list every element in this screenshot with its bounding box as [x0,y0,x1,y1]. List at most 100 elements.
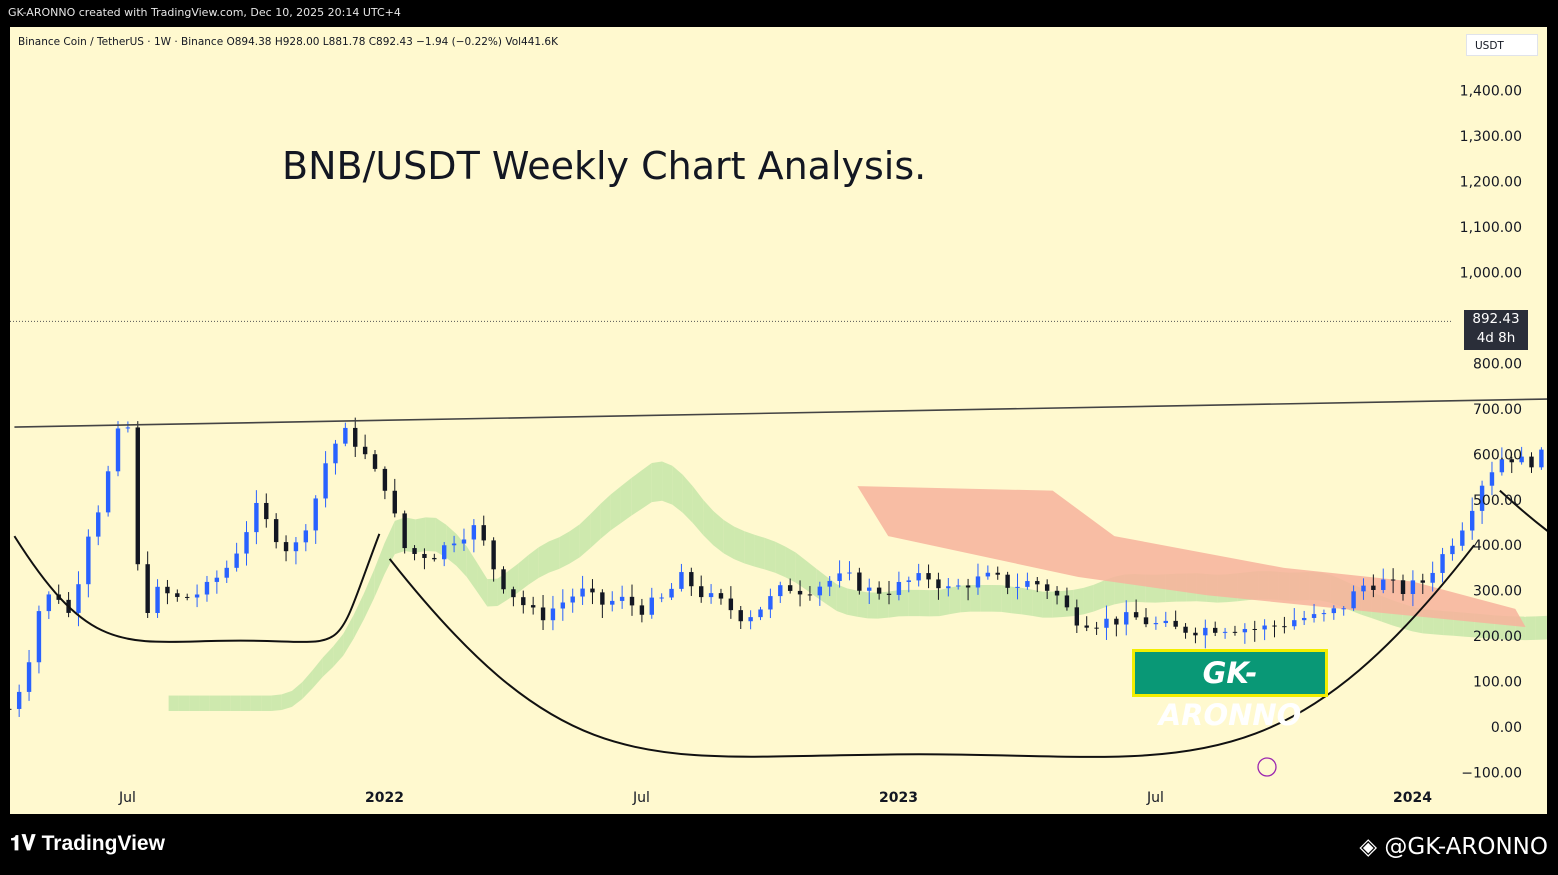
candle-body [985,572,991,577]
tradingview-logo-text: TradingView [41,832,165,855]
cloud-segment [559,531,570,569]
candle-body [343,427,348,444]
candle-body [481,525,486,541]
candle-body [1311,614,1317,618]
candle-body [530,605,536,608]
chart-pane[interactable]: $ $ 1,400.00 1,300.00 1,200.00 1,100.00 1,00… [10,27,1547,814]
cloud-segment [374,543,385,598]
cloud-segment [240,695,251,712]
candle-body [580,588,585,597]
candle-body [1074,607,1080,626]
candle-body [728,598,734,611]
candle-body [1301,617,1307,621]
candle-body [540,607,546,621]
candle-body [1005,574,1010,588]
cloud-segment [178,695,190,712]
cloud-segment [1104,576,1115,608]
candle-body [1410,580,1416,594]
candle-body [491,540,496,570]
candle-body [1133,612,1139,618]
candle-body [886,593,892,595]
y-tick-label: 1,200.00 [1460,175,1522,191]
cloud-segment [569,524,580,564]
candle-body [521,597,526,606]
cloud-segment [672,465,683,513]
candle-body [155,586,160,613]
cloud-segment [734,526,745,564]
candle-body [1351,591,1356,609]
cloud-segment [384,520,395,575]
cloud-segment [281,690,292,710]
cloud-segment [1535,615,1547,640]
candle-body [511,589,516,598]
candle-body [748,617,753,622]
tradingview-logo[interactable]: 𝟏𝐕 TradingView [10,832,165,856]
candle-body [204,581,210,595]
diamond-icon: ◈ [1359,834,1378,860]
candle-body [1015,586,1020,588]
candle-body [1044,584,1050,591]
cloud-segment [446,524,457,566]
cloud-segment [713,511,724,554]
candle-body [175,593,180,597]
candle-body [827,580,832,587]
cloud-segment [1001,585,1012,614]
cloud-segment [600,494,611,540]
cloud-segment [836,584,848,615]
currency-button[interactable]: USDT [1466,34,1538,56]
candle-body [1025,581,1030,587]
cloud-segment [847,588,858,617]
candle-body [412,548,417,554]
cloud-segment [230,695,241,712]
cloud-segment [590,504,601,549]
candle-body [125,427,131,429]
candle-body [1094,627,1099,629]
candle-body [689,572,694,587]
candle-body [26,662,32,692]
cup-2-arc [388,544,1475,758]
cloud-segment [692,486,704,536]
cloud-segment [1021,587,1033,616]
cloud-segment [579,514,591,558]
cloud-segment [302,670,313,700]
candle-body [382,468,388,491]
chart-canvas[interactable]: $ $ 1,400.00 1,300.00 1,200.00 1,100.00 1,00… [10,27,1547,814]
candle-body [807,594,813,596]
cloud-segment [425,517,436,552]
cloud-segment [291,682,303,707]
cloud-segment [970,584,981,612]
cloud-segment [908,589,920,617]
y-tick-label: 1,300.00 [1460,129,1522,145]
author-handle[interactable]: ◈ @GK-ARONNO [1359,834,1548,860]
y-tick-label: 300.00 [1473,584,1522,600]
candle-body [16,691,22,709]
candle-body [1193,632,1198,636]
candle-body [1321,613,1327,615]
candle-body [659,597,664,599]
candle-body [1153,623,1159,625]
y-tick-label: 1,100.00 [1460,220,1522,236]
candle-body [787,585,793,591]
candle-body [1400,580,1406,594]
candle-body [234,553,239,568]
candle-body [1213,627,1218,633]
x-tick-label: 2022 [365,790,404,806]
created-with-line: GK-ARONNO created with TradingView.com, … [8,6,401,19]
drawings-layer: $ $ [10,320,1547,758]
candle-body [1143,617,1149,625]
cloud-segment [405,517,416,553]
x-tick-label: Jul [632,790,650,806]
candle-body [560,602,566,609]
candle-body [1509,459,1514,463]
cloud-segment [960,584,971,613]
candle-body [1104,618,1109,628]
candle-body [995,572,1000,575]
x-tick-label: 2024 [1393,790,1432,806]
candle-body [679,572,684,589]
candle-body [135,427,140,565]
candle-body [946,586,951,589]
y-tick-label: 1,400.00 [1460,84,1522,100]
candle-body [797,590,803,595]
candle-body [857,572,862,591]
y-tick-label: 700.00 [1473,402,1522,418]
